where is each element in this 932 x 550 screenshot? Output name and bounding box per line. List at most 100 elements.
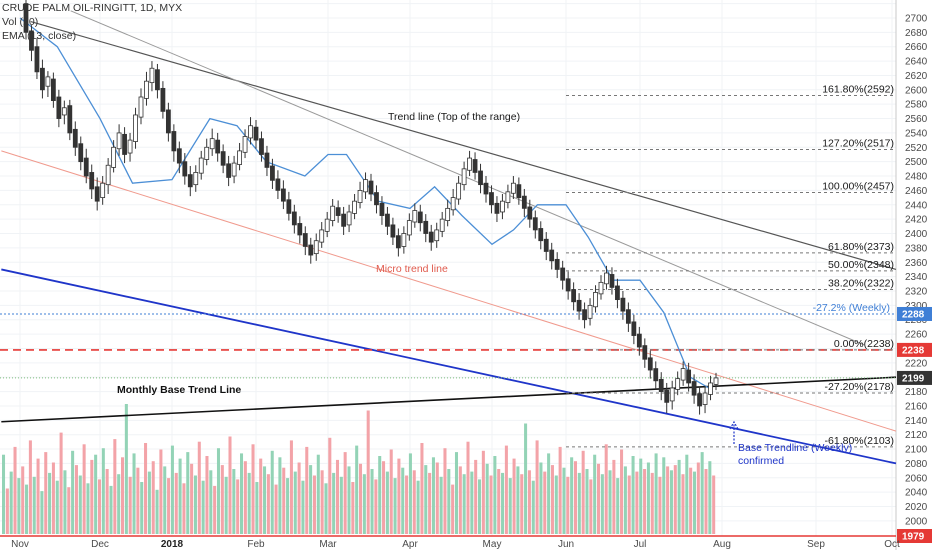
volume-bar <box>462 474 466 534</box>
symbol-title[interactable]: CRUDE PALM OIL-RINGITT, 1D, MYX <box>2 2 183 14</box>
volume-bar <box>63 470 67 534</box>
price-tick-label: 2580 <box>905 100 928 111</box>
ema-indicator-label[interactable]: EMA (13, close) <box>2 30 77 42</box>
candle-body <box>505 191 511 204</box>
candle-body <box>264 152 270 168</box>
volume-bar <box>301 480 305 534</box>
volume-bar <box>708 461 712 534</box>
candle-body <box>582 309 587 321</box>
fib-level-label: 161.80%(2592) <box>822 84 894 96</box>
candle-body <box>280 188 286 202</box>
candle-body <box>527 206 533 220</box>
volume-bar <box>167 478 171 534</box>
candle-body <box>658 378 664 392</box>
volume-bar <box>658 476 662 534</box>
volume-bar <box>28 440 32 534</box>
candle-body <box>571 289 577 303</box>
candle-body <box>669 387 675 402</box>
volume-bar <box>570 457 574 534</box>
volume-bar <box>205 456 209 534</box>
volume-bar <box>589 479 593 534</box>
price-tick-label: 2220 <box>905 358 928 369</box>
price-label-text: 2199 <box>902 373 925 384</box>
candle-body <box>133 114 138 142</box>
volume-bar <box>220 465 224 534</box>
volume-bar <box>5 488 9 534</box>
candle-body <box>78 143 84 163</box>
candle-body <box>686 369 692 384</box>
volume-bar <box>447 469 451 534</box>
volume-bar <box>643 469 647 534</box>
candle-body <box>155 69 160 91</box>
candle-body <box>291 211 297 226</box>
volume-bar <box>374 479 378 534</box>
candle-body <box>653 368 659 382</box>
candle-body <box>620 297 626 312</box>
candle-body <box>647 357 653 371</box>
base-weekly-label: Base Trendline (Weekly) <box>738 442 852 454</box>
price-tick-label: 2560 <box>905 114 928 125</box>
volume-bar <box>2 454 6 534</box>
volume-bar <box>550 465 554 534</box>
candle-body <box>379 202 385 216</box>
price-tick-label: 2500 <box>905 157 928 168</box>
volume-bar <box>454 452 459 534</box>
price-tick-label: 2380 <box>905 243 928 254</box>
volume-bar <box>573 461 578 534</box>
candle-body <box>450 197 456 211</box>
volume-bar <box>124 404 128 534</box>
price-tick-label: 2420 <box>905 215 928 226</box>
candle-body <box>549 249 555 262</box>
volume-bar <box>274 484 278 534</box>
trend-line-trend_top <box>30 20 897 271</box>
price-label-box <box>897 342 932 357</box>
price-tick-label: 2640 <box>905 57 928 68</box>
volume-bars <box>2 404 716 534</box>
volume-bar <box>32 476 36 534</box>
candle-body <box>122 133 127 155</box>
volume-bar <box>263 466 267 534</box>
candle-body <box>198 157 204 174</box>
volume-bar <box>59 432 63 534</box>
volume-indicator-label[interactable]: Vol (20) <box>2 16 39 28</box>
candle-body <box>708 382 713 395</box>
trend-line-parallel <box>70 10 865 346</box>
volume-bar <box>478 479 482 534</box>
volume-bar <box>97 479 102 534</box>
volume-bar <box>101 448 105 534</box>
candle-body <box>40 67 45 91</box>
price-axis[interactable]: 2700 2680 2660 2640 2620 2600 2580 2560 2540 2520… <box>897 13 932 543</box>
volume-bar <box>312 475 316 534</box>
fib-level-label: 0.00%(2238) <box>834 338 894 350</box>
candle-body <box>193 172 199 186</box>
volume-bar <box>55 480 59 534</box>
volume-bar <box>305 446 309 534</box>
candle-body <box>615 285 620 301</box>
candle-body <box>675 378 681 390</box>
volume-bar <box>662 457 666 534</box>
volume-bar <box>316 454 320 534</box>
volume-bar <box>121 457 125 534</box>
volume-bar <box>597 463 601 534</box>
candle-body <box>352 200 357 214</box>
time-tick-label: Jun <box>558 539 574 550</box>
volume-bar <box>251 444 255 534</box>
volume-bar <box>136 467 140 534</box>
time-tick-label: Mar <box>319 539 337 550</box>
volume-bar <box>147 471 151 534</box>
candle-body <box>423 220 429 234</box>
fib-level-label: -27.20%(2178) <box>825 381 894 393</box>
candle-body <box>275 178 281 191</box>
candle-body <box>330 205 336 221</box>
volume-bar <box>82 444 86 534</box>
time-axis[interactable]: Nov Dec 2018 Feb Mar Apr May Jun Jul Aug Sep Oct <box>11 539 900 550</box>
volume-bar <box>451 484 455 534</box>
time-tick-label: Jul <box>634 539 647 550</box>
fib-level-label: 127.20%(2517) <box>822 137 894 149</box>
volume-bar <box>335 459 340 534</box>
price-tick-label: 2360 <box>905 258 928 269</box>
candle-body <box>697 393 702 407</box>
trend-line-base_weekly <box>1 268 897 465</box>
time-tick-label: Feb <box>247 539 265 550</box>
